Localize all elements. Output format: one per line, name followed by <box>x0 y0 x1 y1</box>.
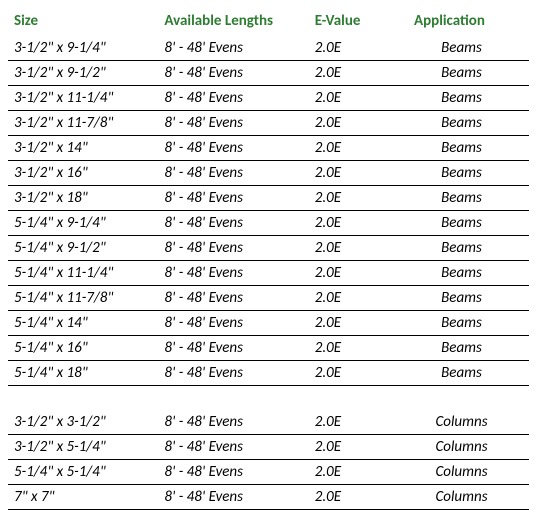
lumber-spec-table: Size Available Lengths E-Value Applicati… <box>8 8 529 510</box>
cell-evalue: 2.0E <box>309 286 394 311</box>
table-row: 5-1/4" x 16"8' - 48' Evens2.0EBeams <box>8 336 529 361</box>
cell-application: Beams <box>394 36 529 61</box>
table-row: 3-1/2" x 5-1/4"8' - 48' Evens2.0EColumns <box>8 435 529 460</box>
cell-application: Beams <box>394 186 529 211</box>
cell-application: Columns <box>394 460 529 485</box>
cell-size: 3-1/2" x 9-1/4" <box>8 36 158 61</box>
cell-evalue: 2.0E <box>309 61 394 86</box>
cell-size: 3-1/2" x 18" <box>8 186 158 211</box>
table-row: 7" x 7"8' - 48' Evens2.0EColumns <box>8 485 529 510</box>
table-row: 3-1/2" x 3-1/2"8' - 48' Evens2.0EColumns <box>8 410 529 435</box>
table-row: 5-1/4" x 9-1/4"8' - 48' Evens2.0EBeams <box>8 211 529 236</box>
cell-application: Beams <box>394 361 529 386</box>
cell-size: 5-1/4" x 9-1/4" <box>8 211 158 236</box>
table-row: 5-1/4" x 18"8' - 48' Evens2.0EBeams <box>8 361 529 386</box>
cell-evalue: 2.0E <box>309 161 394 186</box>
cell-evalue: 2.0E <box>309 211 394 236</box>
cell-application: Beams <box>394 136 529 161</box>
cell-lengths: 8' - 48' Evens <box>158 460 308 485</box>
cell-lengths: 8' - 48' Evens <box>158 311 308 336</box>
cell-lengths: 8' - 48' Evens <box>158 111 308 136</box>
table-row: 5-1/4" x 11-1/4"8' - 48' Evens2.0EBeams <box>8 261 529 286</box>
cell-lengths: 8' - 48' Evens <box>158 211 308 236</box>
cell-evalue: 2.0E <box>309 410 394 435</box>
table-row: 3-1/2" x 11-1/4"8' - 48' Evens2.0EBeams <box>8 86 529 111</box>
cell-size: 7" x 7" <box>8 485 158 510</box>
table-row: 3-1/2" x 18"8' - 48' Evens2.0EBeams <box>8 186 529 211</box>
cell-application: Beams <box>394 236 529 261</box>
header-size: Size <box>8 8 158 36</box>
cell-evalue: 2.0E <box>309 136 394 161</box>
header-evalue: E-Value <box>309 8 394 36</box>
cell-size: 5-1/4" x 14" <box>8 311 158 336</box>
cell-lengths: 8' - 48' Evens <box>158 286 308 311</box>
cell-size: 3-1/2" x 11-1/4" <box>8 86 158 111</box>
cell-lengths: 8' - 48' Evens <box>158 261 308 286</box>
cell-lengths: 8' - 48' Evens <box>158 236 308 261</box>
cell-evalue: 2.0E <box>309 361 394 386</box>
cell-evalue: 2.0E <box>309 111 394 136</box>
cell-evalue: 2.0E <box>309 336 394 361</box>
cell-evalue: 2.0E <box>309 435 394 460</box>
cell-application: Columns <box>394 435 529 460</box>
header-lengths: Available Lengths <box>158 8 308 36</box>
cell-size: 5-1/4" x 11-1/4" <box>8 261 158 286</box>
cell-application: Beams <box>394 311 529 336</box>
cell-application: Beams <box>394 211 529 236</box>
table-row: 3-1/2" x 9-1/2"8' - 48' Evens2.0EBeams <box>8 61 529 86</box>
table-row: 5-1/4" x 14"8' - 48' Evens2.0EBeams <box>8 311 529 336</box>
cell-size: 5-1/4" x 16" <box>8 336 158 361</box>
cell-application: Beams <box>394 111 529 136</box>
spacer-cell <box>8 386 529 411</box>
table-row: 5-1/4" x 9-1/2"8' - 48' Evens2.0EBeams <box>8 236 529 261</box>
cell-application: Beams <box>394 161 529 186</box>
table-row: 5-1/4" x 5-1/4"8' - 48' Evens2.0EColumns <box>8 460 529 485</box>
cell-size: 3-1/2" x 14" <box>8 136 158 161</box>
cell-lengths: 8' - 48' Evens <box>158 161 308 186</box>
cell-evalue: 2.0E <box>309 311 394 336</box>
cell-lengths: 8' - 48' Evens <box>158 485 308 510</box>
header-row: Size Available Lengths E-Value Applicati… <box>8 8 529 36</box>
table-row: 3-1/2" x 9-1/4"8' - 48' Evens2.0EBeams <box>8 36 529 61</box>
cell-evalue: 2.0E <box>309 485 394 510</box>
cell-evalue: 2.0E <box>309 86 394 111</box>
cell-size: 5-1/4" x 5-1/4" <box>8 460 158 485</box>
cell-size: 5-1/4" x 18" <box>8 361 158 386</box>
cell-lengths: 8' - 48' Evens <box>158 36 308 61</box>
cell-application: Columns <box>394 485 529 510</box>
cell-size: 3-1/2" x 16" <box>8 161 158 186</box>
cell-application: Beams <box>394 86 529 111</box>
cell-application: Columns <box>394 410 529 435</box>
header-application: Application <box>394 8 529 36</box>
cell-size: 3-1/2" x 3-1/2" <box>8 410 158 435</box>
cell-lengths: 8' - 48' Evens <box>158 435 308 460</box>
cell-size: 3-1/2" x 9-1/2" <box>8 61 158 86</box>
cell-lengths: 8' - 48' Evens <box>158 336 308 361</box>
cell-lengths: 8' - 48' Evens <box>158 86 308 111</box>
cell-evalue: 2.0E <box>309 236 394 261</box>
table-row: 3-1/2" x 11-7/8"8' - 48' Evens2.0EBeams <box>8 111 529 136</box>
cell-application: Beams <box>394 336 529 361</box>
cell-lengths: 8' - 48' Evens <box>158 361 308 386</box>
cell-lengths: 8' - 48' Evens <box>158 61 308 86</box>
cell-size: 5-1/4" x 9-1/2" <box>8 236 158 261</box>
table-row: 3-1/2" x 14"8' - 48' Evens2.0EBeams <box>8 136 529 161</box>
cell-evalue: 2.0E <box>309 36 394 61</box>
cell-application: Beams <box>394 261 529 286</box>
cell-application: Beams <box>394 286 529 311</box>
spacer-row <box>8 386 529 411</box>
cell-size: 3-1/2" x 5-1/4" <box>8 435 158 460</box>
cell-application: Beams <box>394 61 529 86</box>
table-row: 3-1/2" x 16"8' - 48' Evens2.0EBeams <box>8 161 529 186</box>
cell-lengths: 8' - 48' Evens <box>158 410 308 435</box>
cell-evalue: 2.0E <box>309 261 394 286</box>
cell-size: 3-1/2" x 11-7/8" <box>8 111 158 136</box>
table-row: 5-1/4" x 11-7/8"8' - 48' Evens2.0EBeams <box>8 286 529 311</box>
cell-evalue: 2.0E <box>309 186 394 211</box>
cell-lengths: 8' - 48' Evens <box>158 186 308 211</box>
cell-lengths: 8' - 48' Evens <box>158 136 308 161</box>
cell-size: 5-1/4" x 11-7/8" <box>8 286 158 311</box>
cell-evalue: 2.0E <box>309 460 394 485</box>
